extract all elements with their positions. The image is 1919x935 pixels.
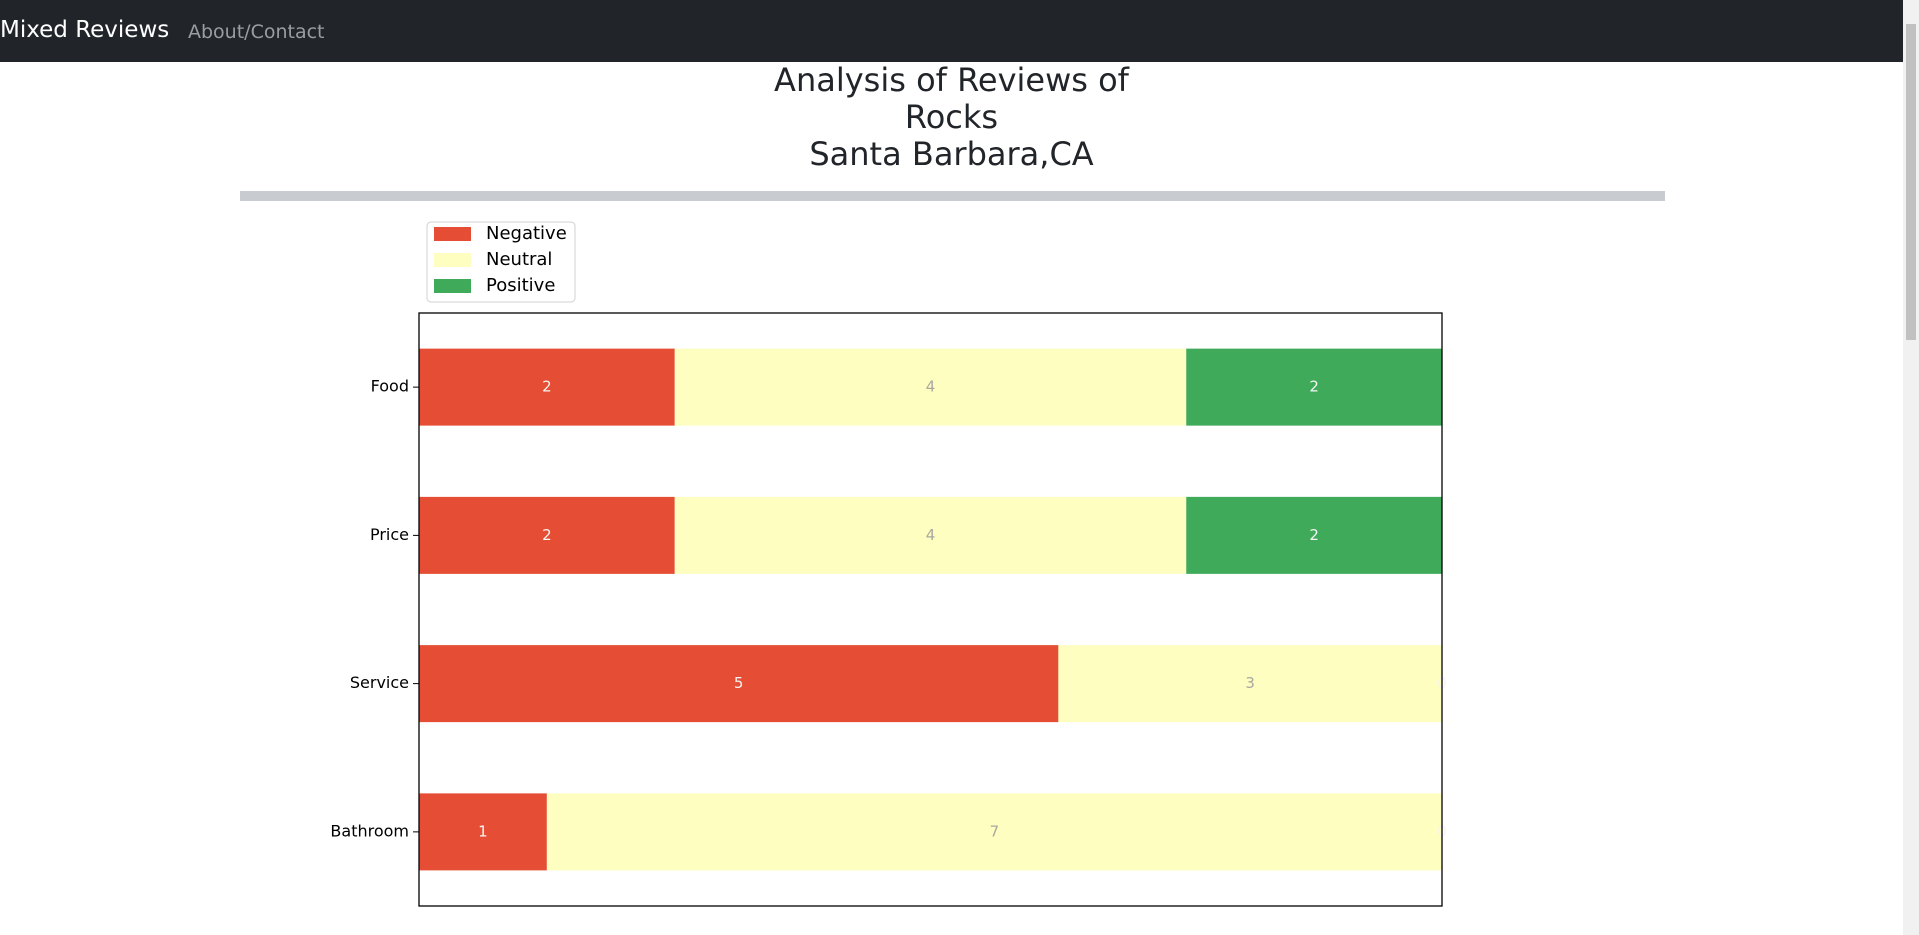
data-label: 5	[734, 674, 744, 692]
title-line: Santa Barbara,CA	[809, 135, 1094, 173]
y-tick-label: Price	[370, 525, 409, 544]
legend-swatch	[434, 227, 471, 241]
bar-segment	[1058, 645, 1442, 723]
bar-segment	[419, 496, 675, 574]
bar-segment	[1186, 496, 1442, 574]
legend-label: Positive	[486, 275, 555, 296]
legend-label: Negative	[486, 223, 567, 244]
title-line: Analysis of Reviews of	[774, 61, 1129, 99]
data-label: 2	[542, 378, 552, 396]
nav-link[interactable]: About/Contact	[188, 21, 325, 43]
data-label: 2	[542, 526, 552, 544]
data-label: 4	[926, 526, 936, 544]
divider	[240, 191, 1665, 201]
data-label: 1	[478, 822, 488, 840]
legend-swatch	[434, 279, 471, 293]
y-tick-label: Service	[350, 673, 409, 692]
scrollbar-thumb[interactable]	[1906, 24, 1916, 340]
bar-segment	[546, 793, 1442, 871]
bar-segment	[1186, 348, 1442, 426]
bar-segment	[419, 645, 1059, 723]
bar-segment	[419, 348, 675, 426]
data-label: 3	[1245, 674, 1255, 692]
data-label: 2	[1309, 526, 1319, 544]
title-line: Rocks	[904, 98, 999, 136]
page-title: Analysis of Reviews of Rocks Santa Barba…	[0, 62, 1903, 173]
data-label: 7	[990, 822, 1000, 840]
plot-frame	[418, 312, 1443, 907]
y-tick-label: Food	[371, 377, 409, 396]
legend-label: Neutral	[486, 249, 552, 270]
brand[interactable]: Mixed Reviews	[0, 17, 170, 43]
bar-segment	[674, 496, 1187, 574]
bar-segment	[674, 348, 1187, 426]
y-tick-label: Bathroom	[330, 821, 409, 840]
data-label: 2	[1309, 378, 1319, 396]
bar-segment	[419, 793, 547, 871]
data-label: 4	[926, 378, 936, 396]
navbar: Mixed Reviews About/Contact	[0, 0, 1903, 62]
legend-swatch	[434, 253, 471, 267]
